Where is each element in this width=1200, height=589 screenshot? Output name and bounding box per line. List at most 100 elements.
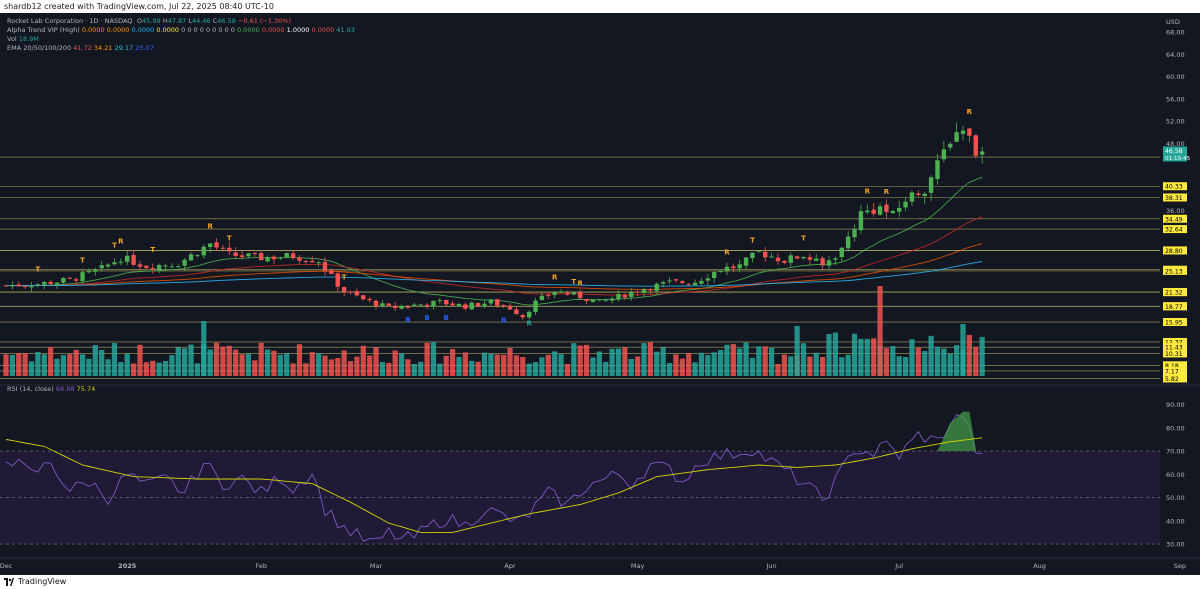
rsi-overbought-fill — [937, 411, 976, 452]
volume-bar — [28, 361, 35, 376]
level-tag-bg-4 — [1163, 225, 1187, 234]
candle-body — [922, 193, 927, 197]
candle-body — [578, 291, 583, 299]
volume-bar — [79, 354, 86, 376]
signal-marker-19: R — [865, 187, 871, 195]
candle-body — [622, 294, 628, 298]
volume-bar — [698, 352, 705, 376]
candle-body — [616, 293, 621, 299]
volume-bar — [628, 358, 634, 376]
volume-bar — [564, 363, 571, 376]
candle-body — [456, 303, 462, 307]
volume-bar — [641, 343, 647, 376]
volume-bar — [67, 354, 73, 376]
candle-body — [233, 252, 238, 256]
signal-marker-15: R — [578, 280, 584, 288]
volume-bar — [545, 354, 551, 376]
candle-body — [488, 299, 494, 304]
alpha-trend-v3: 0.0000 — [132, 26, 155, 34]
candle-body — [418, 304, 423, 306]
candle-body — [807, 257, 813, 260]
alpha-trend-t3: 1.0000 — [287, 26, 310, 34]
volume-bar — [749, 357, 756, 376]
rsi-ma-line — [5, 437, 983, 533]
volume-bar — [864, 338, 870, 376]
candle-body — [392, 305, 398, 308]
volume-bar — [871, 338, 877, 376]
candle-body — [150, 268, 155, 270]
time-label-0: Dec — [0, 562, 13, 570]
volume-bar — [86, 358, 92, 376]
volume-bar — [756, 346, 762, 376]
candle-body — [144, 265, 149, 269]
ema-200: 25.07 — [135, 44, 154, 52]
volume-bar — [456, 356, 462, 376]
candle-body — [405, 306, 411, 308]
candle-body — [48, 281, 53, 285]
last-price-label: 46.58 — [1165, 148, 1183, 155]
volume-bar — [666, 363, 673, 376]
volume-bar — [973, 346, 979, 376]
candle-body — [660, 281, 666, 284]
candle-body — [424, 304, 430, 307]
candle-body — [890, 210, 896, 214]
level-tag-bg-8 — [1163, 266, 1187, 275]
time-label-4: Apr — [504, 562, 516, 570]
candle-body — [699, 280, 704, 284]
candle-body — [724, 266, 730, 272]
volume-bar — [450, 349, 456, 376]
candle-body — [137, 264, 143, 267]
signal-marker-3: R — [118, 237, 124, 245]
candle-body — [182, 259, 187, 266]
candle-body — [686, 283, 691, 285]
level-tag-1: 40.33 — [1165, 184, 1183, 191]
candle-body — [692, 282, 698, 286]
level-tag-bg-15 — [1163, 343, 1187, 352]
volume-bar — [54, 358, 60, 376]
time-label-9: Sep — [1174, 562, 1186, 570]
volume-bar — [290, 363, 296, 376]
candle-body — [865, 210, 870, 213]
candle-body — [163, 265, 168, 267]
rsi-name: RSI (14, close) — [7, 385, 54, 393]
alpha-trend-t4: 0.0000 — [311, 26, 334, 34]
signal-marker-11: B — [501, 316, 506, 324]
volume-bar — [118, 362, 124, 376]
candle-body — [756, 250, 762, 252]
candle-body — [884, 204, 889, 213]
candle-body — [67, 277, 72, 279]
legend-symbol: Rocket Lab Corporation · 1D · NASDAQ — [7, 17, 132, 25]
candle-body — [61, 278, 66, 283]
volume-bar — [954, 345, 960, 376]
candle-body — [316, 262, 321, 264]
candle-body — [565, 292, 570, 295]
volume-spike — [201, 321, 207, 376]
volume-bar — [303, 363, 309, 376]
rsi-tick-0: 90.00 — [1166, 401, 1185, 409]
candle-body — [814, 258, 819, 261]
candle-body — [271, 256, 277, 260]
volume-bar — [692, 362, 698, 376]
signal-marker-1: T — [80, 257, 85, 265]
candle-body — [188, 254, 194, 261]
candle-body — [482, 303, 487, 307]
level-tag-8: 25.13 — [1165, 268, 1183, 275]
alpha-trend-t1: 0.0000 — [237, 26, 260, 34]
countdown-label: 01:19:45 — [1165, 156, 1191, 162]
ohlc-c-label: C — [213, 17, 218, 25]
volume-bar — [462, 352, 468, 376]
volume-bar — [386, 362, 392, 376]
volume-bar — [284, 353, 290, 376]
rsi-tick-4: 50.00 — [1166, 494, 1185, 502]
candle-body — [99, 265, 104, 269]
volume-bar — [328, 359, 334, 376]
level-tag-2: 38.31 — [1165, 195, 1183, 202]
candle-body — [131, 254, 136, 265]
volume-bar — [309, 352, 315, 376]
candle-body — [246, 253, 251, 257]
candle-body — [118, 261, 124, 263]
candle-body — [960, 130, 966, 134]
candle-body — [979, 151, 985, 155]
signal-marker-21: R — [967, 108, 973, 116]
